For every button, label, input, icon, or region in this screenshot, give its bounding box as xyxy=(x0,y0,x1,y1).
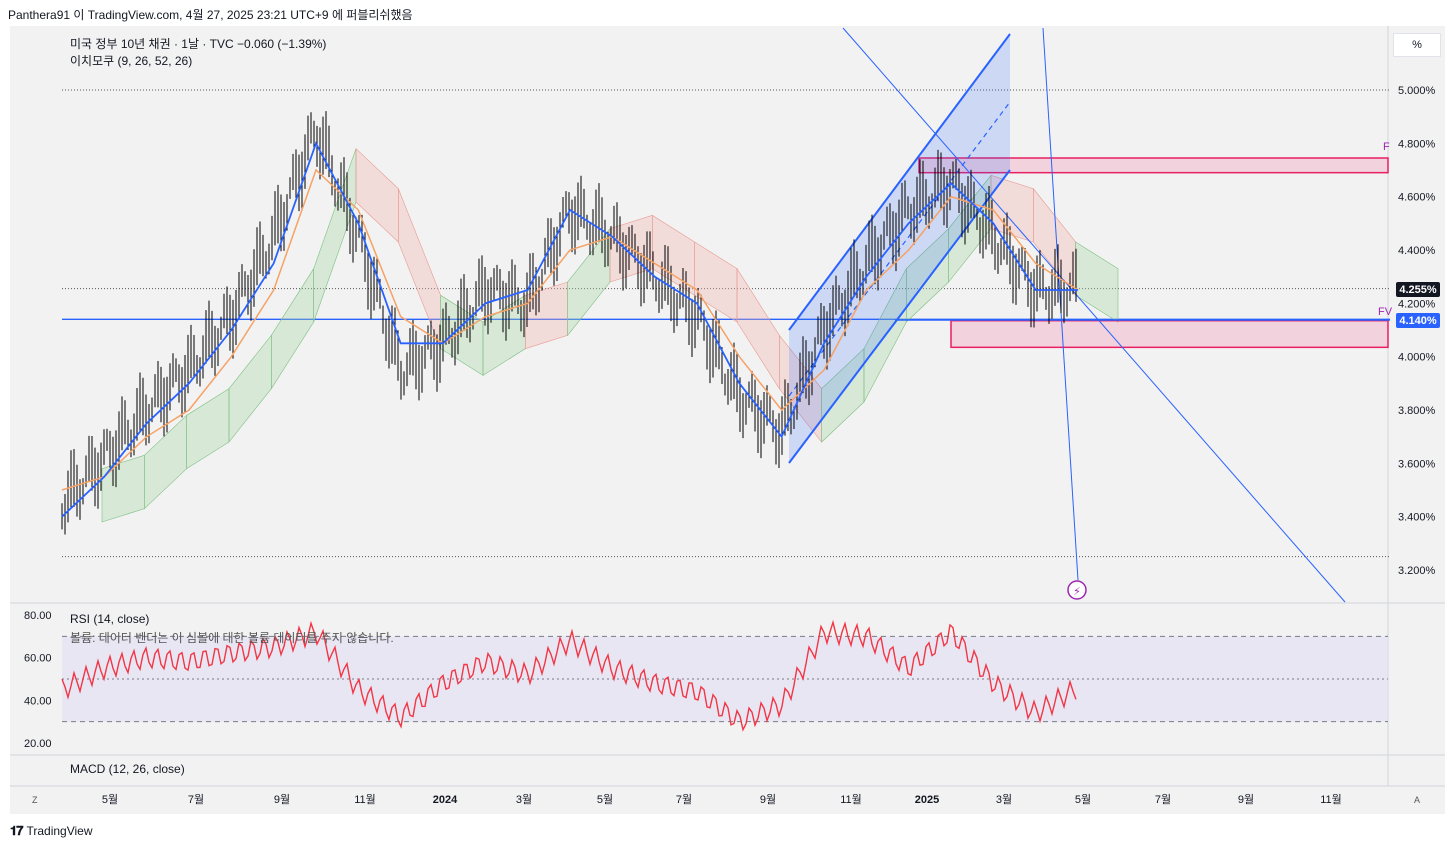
kijun-sen-line xyxy=(61,168,1079,491)
price-axis-label: 4.200% xyxy=(1398,298,1436,310)
ichimoku-legend[interactable]: 이치모쿠 (9, 26, 52, 26) xyxy=(70,54,193,68)
time-axis-label: 11월 xyxy=(1320,793,1342,806)
macd-legend[interactable]: MACD (12, 26, close) xyxy=(70,762,185,776)
auto-scale-button[interactable]: A xyxy=(1414,795,1421,805)
descending-trendline xyxy=(842,27,1346,603)
last-price-tag: 4.255% xyxy=(1396,282,1440,297)
rsi-line xyxy=(61,619,1077,732)
time-axis-label: 5월 xyxy=(597,793,613,806)
time-axis-label: 9월 xyxy=(274,793,290,806)
time-axis-label: 7월 xyxy=(188,793,204,806)
fvg-label-lower: FV xyxy=(1378,306,1393,318)
percent-scale-button[interactable]: % xyxy=(1393,33,1441,57)
tradingview-logo-icon: 𝟏𝟕 xyxy=(10,823,24,838)
time-axis-label: 3월 xyxy=(516,793,532,806)
rsi-axis-label: 40.00 xyxy=(24,695,52,707)
ichimoku-cloud-segment xyxy=(144,414,187,510)
price-axis-label: 4.600% xyxy=(1398,192,1436,204)
price-axis-label: 3.600% xyxy=(1398,458,1436,470)
level-price-tag: 4.140% xyxy=(1396,313,1440,328)
fvg-label-upper: F xyxy=(1383,141,1390,153)
fvg-zone-upper xyxy=(918,157,1389,174)
footer-brand[interactable]: 𝟏𝟕 TradingView xyxy=(10,823,93,839)
rsi-axis-label: 80.00 xyxy=(24,610,52,622)
price-axis-label: 3.200% xyxy=(1398,565,1436,577)
ichimoku-cloud-segment xyxy=(186,388,230,470)
symbol-legend[interactable]: 미국 정부 10년 채권 · 1날 · TVC −0.060 (−1.39%) xyxy=(70,37,327,51)
time-axis-label: 11월 xyxy=(840,793,862,806)
ichimoku-cloud-segment xyxy=(101,454,145,523)
price-axis-label: 3.800% xyxy=(1398,405,1436,417)
lightning-icon: ⚡ xyxy=(1073,586,1081,598)
rsi-axis-label: 60.00 xyxy=(24,653,52,665)
time-axis-label: 3월 xyxy=(996,793,1012,806)
time-axis-label: 9월 xyxy=(1238,793,1254,806)
ichimoku-cloud-segment xyxy=(482,294,526,376)
volume-notice: 볼륨: 데이터 벤더는 이 심볼에 대한 볼륨 데이터를 주지 않습니다. xyxy=(70,631,394,645)
channel-lower-line xyxy=(788,169,1011,464)
time-axis-label: 5월 xyxy=(1075,793,1091,806)
brand-label: TradingView xyxy=(26,824,93,838)
time-axis-label: 11월 xyxy=(354,793,376,806)
ichimoku-cloud-segment xyxy=(440,294,484,376)
zoom-left-button[interactable]: Z xyxy=(32,795,38,805)
event-marker-icon xyxy=(1067,580,1087,600)
price-axis-label: 4.400% xyxy=(1398,245,1436,257)
publish-attribution: Panthera91 이 TradingView.com, 4월 27, 202… xyxy=(8,8,413,22)
price-axis-label: 5.000% xyxy=(1398,85,1436,97)
tenkan-sen-line xyxy=(61,141,1078,518)
time-axis-label: 7월 xyxy=(1155,793,1171,806)
fvg-zone-lower xyxy=(950,319,1389,349)
price-axis-label: 4.000% xyxy=(1398,352,1436,364)
ichimoku-cloud-segment xyxy=(271,267,314,390)
rsi-axis-label: 20.00 xyxy=(24,738,52,750)
ichimoku-cloud-segment xyxy=(525,281,568,350)
ichimoku-cloud-segment xyxy=(736,267,780,390)
ichimoku-cloud-segment xyxy=(1075,241,1119,323)
rsi-legend[interactable]: RSI (14, close) xyxy=(70,612,150,626)
time-axis-label: 7월 xyxy=(676,793,692,806)
price-axis-label: 4.800% xyxy=(1398,138,1436,150)
channel-upper-line xyxy=(788,33,1011,331)
time-axis-label: 5월 xyxy=(102,793,118,806)
time-axis-label: 2025 xyxy=(915,794,939,806)
time-axis-label: 9월 xyxy=(760,793,776,806)
price-axis-label: 3.400% xyxy=(1398,512,1436,524)
time-axis-label: 2024 xyxy=(433,794,458,806)
ichimoku-cloud-segment xyxy=(398,188,441,349)
